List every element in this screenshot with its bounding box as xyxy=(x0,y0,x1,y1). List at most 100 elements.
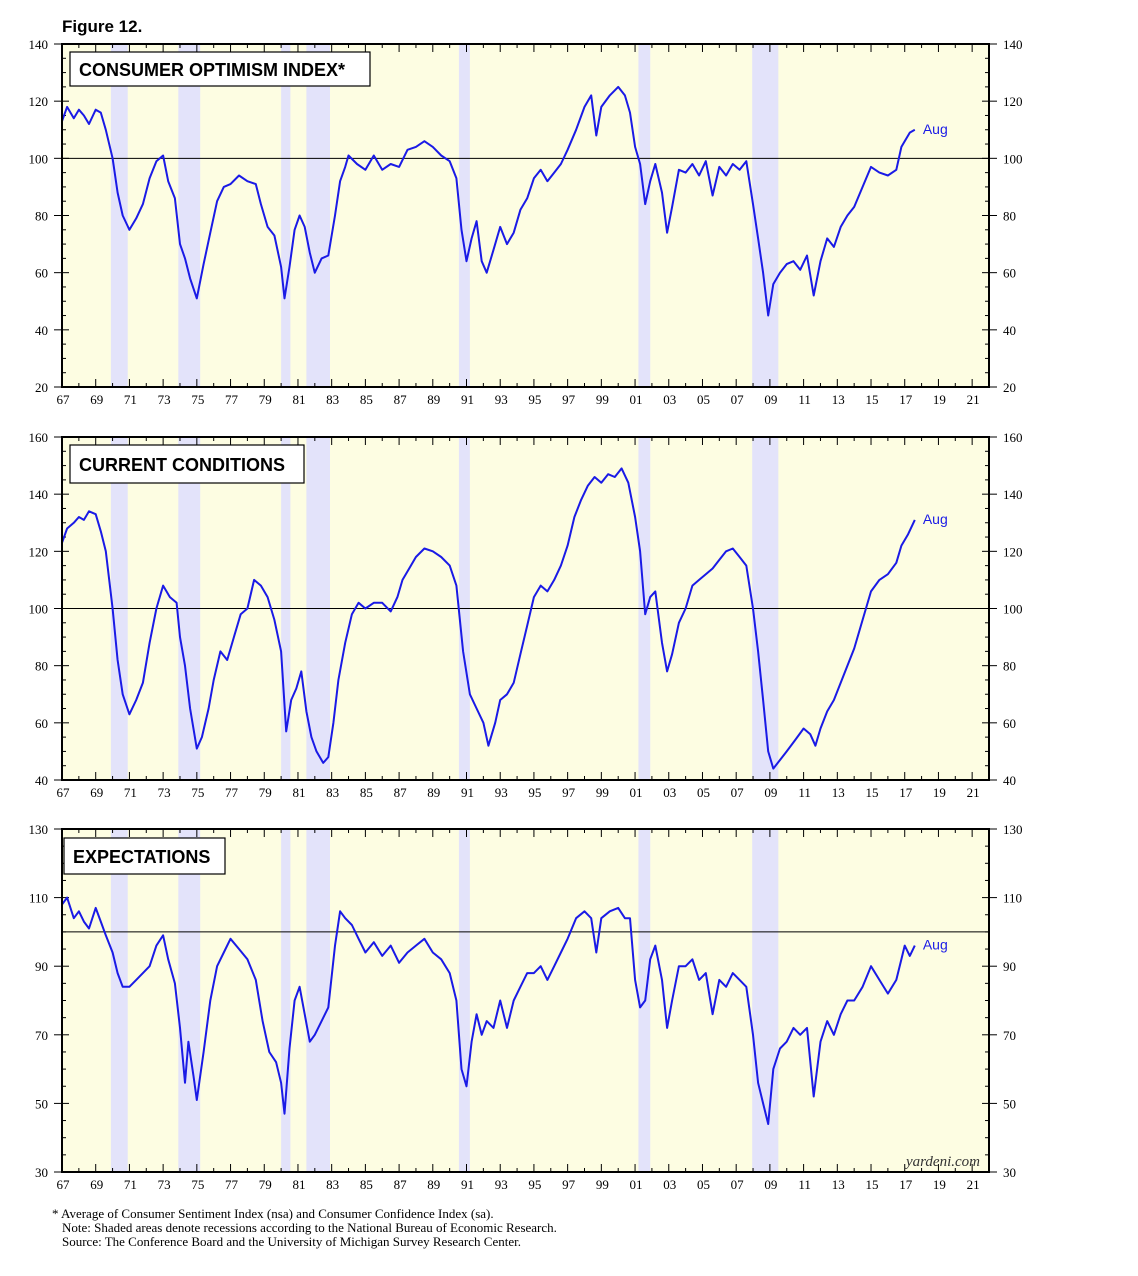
x-tick-label: 15 xyxy=(866,1177,879,1192)
x-tick-label: 85 xyxy=(360,392,373,407)
x-tick-label: 81 xyxy=(292,392,305,407)
chart-title-box xyxy=(69,444,305,484)
y-tick-label-left: 80 xyxy=(35,659,48,674)
y-tick-label-left: 70 xyxy=(35,1028,48,1043)
y-tick-label-right: 160 xyxy=(1003,430,1023,445)
x-tick-label: 95 xyxy=(528,392,541,407)
x-tick-label: 73 xyxy=(158,785,171,800)
x-tick-label: 93 xyxy=(495,392,508,407)
x-tick-label: 73 xyxy=(158,1177,171,1192)
x-tick-label: 83 xyxy=(326,392,339,407)
y-tick-label-right: 40 xyxy=(1003,323,1016,338)
x-tick-label: 97 xyxy=(562,392,576,407)
end-label: Aug xyxy=(923,511,948,527)
y-tick-label-right: 60 xyxy=(1003,716,1016,731)
y-tick-label-right: 20 xyxy=(1003,380,1016,395)
x-tick-label: 99 xyxy=(596,392,609,407)
x-tick-label: 15 xyxy=(866,392,879,407)
y-tick-label-right: 30 xyxy=(1003,1165,1016,1180)
x-tick-label: 97 xyxy=(562,785,576,800)
y-tick-label-right: 90 xyxy=(1003,959,1016,974)
x-tick-label: 99 xyxy=(596,785,609,800)
x-tick-label: 01 xyxy=(630,1177,643,1192)
x-tick-label: 19 xyxy=(933,1177,946,1192)
x-tick-label: 91 xyxy=(461,1177,474,1192)
recession-band-3 xyxy=(281,44,291,387)
y-tick-label-left: 100 xyxy=(29,602,49,617)
x-tick-label: 01 xyxy=(630,392,643,407)
x-tick-label: 95 xyxy=(528,785,541,800)
x-tick-label: 73 xyxy=(158,392,171,407)
y-tick-label-left: 90 xyxy=(35,959,48,974)
recession-band-2 xyxy=(178,829,201,1172)
x-tick-label: 77 xyxy=(225,785,239,800)
x-tick-label: 21 xyxy=(967,392,980,407)
y-tick-label-right: 140 xyxy=(1003,37,1023,52)
recession-band-6 xyxy=(638,44,651,387)
x-tick-label: 77 xyxy=(225,392,239,407)
x-tick-label: 85 xyxy=(360,1177,373,1192)
y-tick-label-left: 50 xyxy=(35,1096,48,1111)
y-tick-label-right: 100 xyxy=(1003,602,1023,617)
y-tick-label-left: 120 xyxy=(29,94,49,109)
x-tick-label: 89 xyxy=(427,392,440,407)
x-tick-label: 01 xyxy=(630,785,643,800)
y-tick-label-left: 20 xyxy=(35,380,48,395)
x-tick-label: 89 xyxy=(427,785,440,800)
x-tick-label: 75 xyxy=(191,785,204,800)
x-tick-label: 11 xyxy=(798,1177,811,1192)
y-tick-label-left: 130 xyxy=(29,822,49,837)
y-tick-label-right: 120 xyxy=(1003,94,1023,109)
y-tick-label-left: 30 xyxy=(35,1165,48,1180)
recession-band-1 xyxy=(110,829,128,1172)
chart-title: CONSUMER OPTIMISM INDEX* xyxy=(79,60,345,80)
x-tick-label: 19 xyxy=(933,392,946,407)
x-tick-label: 89 xyxy=(427,1177,440,1192)
x-tick-label: 93 xyxy=(495,785,508,800)
x-tick-label: 85 xyxy=(360,785,373,800)
x-tick-label: 67 xyxy=(57,392,71,407)
x-tick-label: 81 xyxy=(292,1177,305,1192)
x-tick-label: 21 xyxy=(967,785,980,800)
y-tick-label-left: 60 xyxy=(35,266,48,281)
x-tick-label: 99 xyxy=(596,1177,609,1192)
y-tick-label-left: 140 xyxy=(29,37,49,52)
y-tick-label-left: 140 xyxy=(29,487,49,502)
x-tick-label: 09 xyxy=(764,1177,777,1192)
chart-title: EXPECTATIONS xyxy=(73,847,210,867)
y-tick-label-right: 100 xyxy=(1003,151,1023,166)
plot-frame xyxy=(61,43,990,388)
x-tick-label: 17 xyxy=(899,392,913,407)
x-tick-label: 75 xyxy=(191,1177,204,1192)
x-tick-label: 87 xyxy=(394,392,408,407)
x-tick-label: 69 xyxy=(90,1177,103,1192)
source-credit: yardeni.com xyxy=(904,1154,980,1170)
x-tick-label: 75 xyxy=(191,392,204,407)
recession-band-7 xyxy=(752,44,779,387)
x-tick-label: 81 xyxy=(292,785,305,800)
y-tick-label-right: 140 xyxy=(1003,487,1023,502)
x-tick-label: 13 xyxy=(832,1177,845,1192)
y-tick-label-left: 120 xyxy=(29,544,49,559)
recession-band-5 xyxy=(458,44,470,387)
y-tick-label-right: 130 xyxy=(1003,822,1023,837)
y-tick-label-left: 40 xyxy=(35,323,48,338)
chart-title-box xyxy=(69,51,371,87)
y-tick-label-left: 110 xyxy=(29,891,48,906)
recession-band-4 xyxy=(306,829,330,1172)
x-tick-label: 09 xyxy=(764,392,777,407)
series-line xyxy=(61,467,916,770)
x-tick-label: 91 xyxy=(461,785,474,800)
y-tick-label-right: 40 xyxy=(1003,773,1016,788)
y-tick-label-left: 100 xyxy=(29,151,49,166)
x-tick-label: 71 xyxy=(124,1177,137,1192)
x-tick-label: 69 xyxy=(90,785,103,800)
y-tick-label-right: 70 xyxy=(1003,1028,1016,1043)
panels: 20 20 40 40 60 60 80 80 100 100 120 120 140 140 67 69 71… xyxy=(29,37,1023,1192)
series-line xyxy=(61,85,916,317)
x-tick-label: 69 xyxy=(90,392,103,407)
x-tick-label: 15 xyxy=(866,785,879,800)
x-tick-label: 17 xyxy=(899,1177,913,1192)
figure-title: Figure 12. xyxy=(62,17,142,36)
end-label: Aug xyxy=(923,937,948,953)
